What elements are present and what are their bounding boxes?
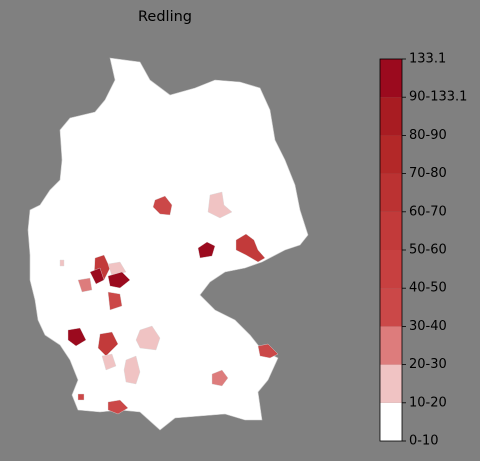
- colorbar-segment: [380, 402, 402, 441]
- colorbar-label: 50-60: [409, 243, 447, 258]
- region: [211, 369, 229, 387]
- colorbar-segment: [380, 250, 402, 289]
- region: [257, 343, 279, 359]
- colorbar-label: 80-90: [409, 128, 447, 143]
- colorbar-label: 30-40: [409, 319, 447, 334]
- region: [123, 355, 141, 385]
- colorbar-label: 10-20: [409, 395, 447, 410]
- map: [27, 57, 309, 431]
- colorbar-segment: [380, 173, 402, 212]
- region: [59, 259, 65, 267]
- region: [101, 353, 117, 371]
- colorbar-segment: [380, 288, 402, 327]
- colorbar-segment: [380, 326, 402, 365]
- colorbar-segment: [380, 59, 402, 98]
- region: [107, 271, 131, 289]
- colorbar-segment: [380, 211, 402, 250]
- colorbar-label: 70-80: [409, 166, 447, 181]
- region: [135, 325, 161, 351]
- region: [77, 277, 93, 293]
- region: [197, 241, 216, 259]
- region: [67, 327, 87, 347]
- colorbar-segment: [380, 97, 402, 136]
- colorbar-label: 60-70: [409, 204, 447, 219]
- chart-title: Redling: [138, 9, 192, 25]
- colorbar-segment: [380, 364, 402, 403]
- region: [89, 267, 105, 285]
- region: [107, 399, 129, 415]
- colorbar-label: 133.1: [409, 52, 446, 67]
- region: [235, 233, 266, 263]
- region: [107, 291, 123, 311]
- colorbar-label: 20-30: [409, 357, 447, 372]
- region: [77, 393, 85, 401]
- colorbar: 0-10 10-20 20-30 30-40 40-50 50-60 60-70 70-80 8…: [379, 52, 467, 449]
- region: [207, 191, 233, 219]
- colorbar-label: 0-10: [409, 434, 439, 449]
- colorbar-label: 90-133.1: [409, 90, 467, 105]
- colorbar-label: 40-50: [409, 281, 447, 296]
- country-outline: [27, 57, 309, 431]
- colorbar-segment: [380, 135, 402, 174]
- region: [152, 195, 173, 216]
- region: [97, 331, 119, 357]
